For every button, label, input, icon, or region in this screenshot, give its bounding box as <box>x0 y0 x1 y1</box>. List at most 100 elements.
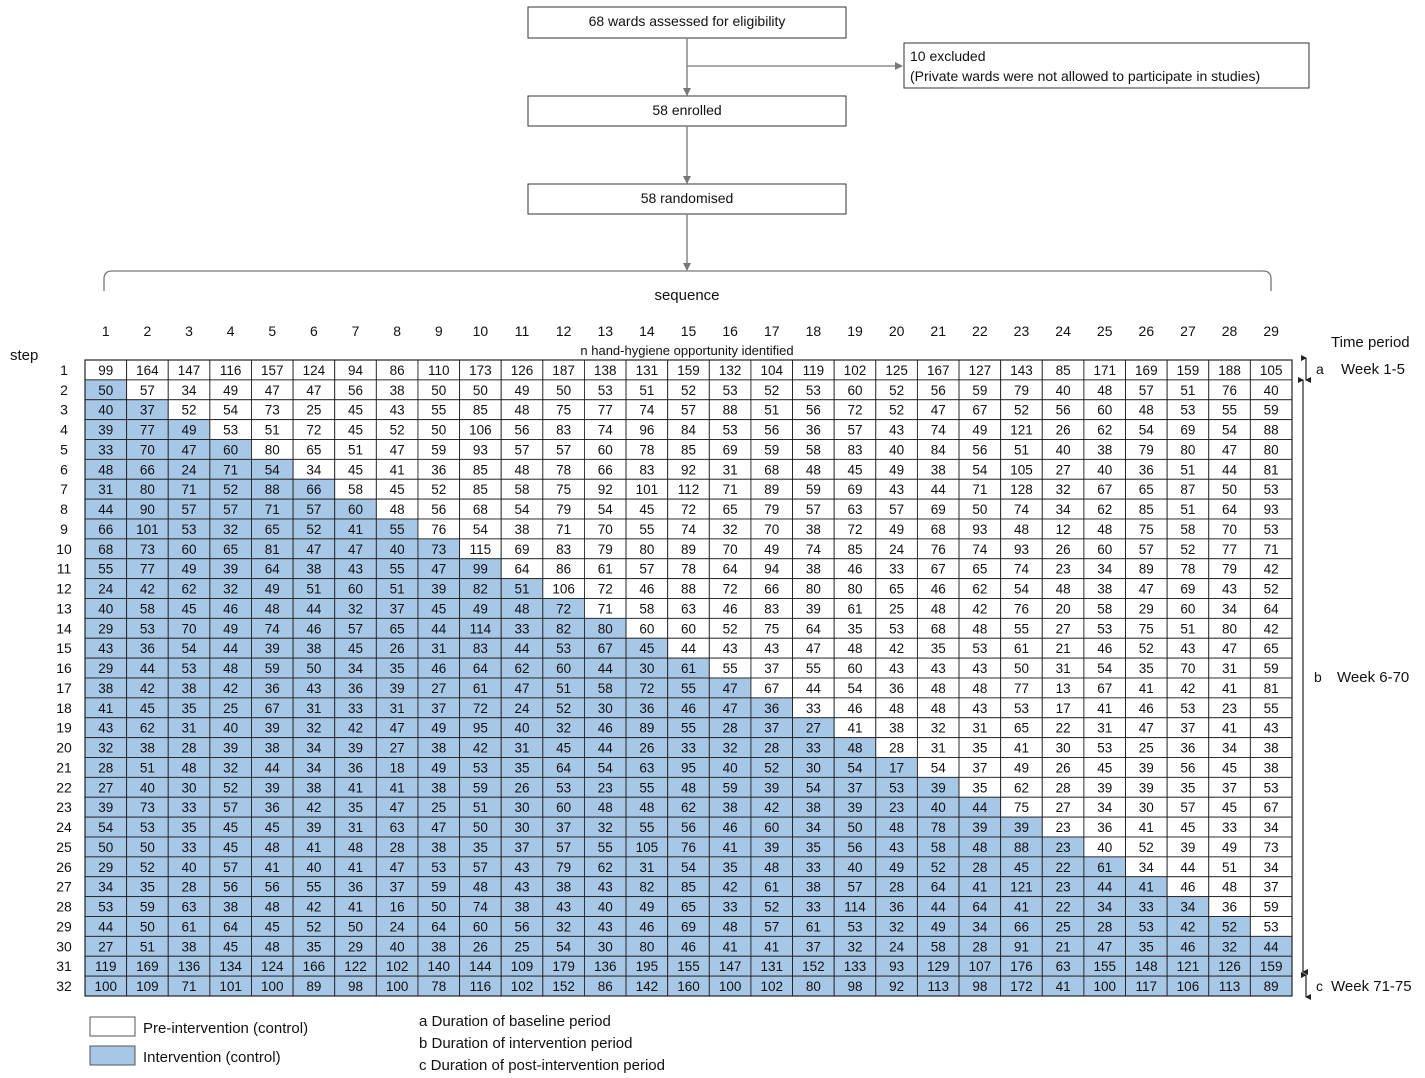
cell-value: 57 <box>639 562 654 577</box>
cell-value: 53 <box>1264 482 1279 497</box>
cell-value: 27 <box>98 780 113 795</box>
step-number: 20 <box>56 740 72 756</box>
cell-value: 28 <box>98 760 113 775</box>
cell-value: 52 <box>723 621 738 636</box>
cell-value: 53 <box>889 780 904 795</box>
cell-value: 64 <box>265 562 281 577</box>
cell-value: 50 <box>972 502 987 517</box>
sequence-number: 3 <box>185 323 193 339</box>
cell-value: 57 <box>1139 383 1154 398</box>
cell-value: 35 <box>348 800 363 815</box>
cell-value: 69 <box>847 482 862 497</box>
cell-value: 53 <box>723 423 738 438</box>
cell-value: 45 <box>1014 860 1029 875</box>
cell-value: 45 <box>140 701 155 716</box>
cell-value: 48 <box>348 840 363 855</box>
cell-value: 71 <box>223 462 238 477</box>
cell-value: 49 <box>223 621 238 636</box>
cell-value: 34 <box>1264 820 1280 835</box>
cell-value: 89 <box>1264 979 1279 994</box>
cell-value: 80 <box>806 582 821 597</box>
cell-value: 74 <box>972 542 988 557</box>
period-b-letter: b <box>1314 669 1322 685</box>
cell-value: 51 <box>556 681 571 696</box>
cell-value: 126 <box>511 363 534 378</box>
cell-value: 98 <box>847 979 862 994</box>
cell-value: 52 <box>1139 641 1154 656</box>
cell-value: 106 <box>1177 979 1200 994</box>
cell-value: 72 <box>639 681 654 696</box>
cell-value: 65 <box>306 442 321 457</box>
cell-value: 28 <box>723 721 738 736</box>
cell-value: 46 <box>598 721 613 736</box>
cell-value: 46 <box>431 661 446 676</box>
cell-value: 85 <box>473 482 488 497</box>
cell-value: 136 <box>594 959 617 974</box>
cell-value: 56 <box>847 840 862 855</box>
cell-value: 110 <box>428 363 450 378</box>
cell-value: 60 <box>681 621 696 636</box>
cell-value: 133 <box>844 959 867 974</box>
cell-value: 48 <box>806 462 821 477</box>
cell-value: 45 <box>223 939 238 954</box>
cell-value: 64 <box>723 562 739 577</box>
cell-value: 64 <box>1264 601 1280 616</box>
cell-value: 48 <box>515 462 530 477</box>
step-number: 32 <box>56 978 72 994</box>
cell-value: 50 <box>98 840 113 855</box>
cell-value: 95 <box>473 721 488 736</box>
cell-value: 28 <box>1097 919 1112 934</box>
step-number: 8 <box>60 501 68 517</box>
cell-value: 59 <box>1264 403 1279 418</box>
sequence-number: 21 <box>930 323 946 339</box>
cell-value: 25 <box>1139 741 1154 756</box>
cell-value: 28 <box>1056 780 1071 795</box>
cell-value: 31 <box>348 820 363 835</box>
cell-value: 41 <box>1056 979 1071 994</box>
cell-value: 53 <box>972 641 987 656</box>
time-period-label: Time period <box>1331 334 1410 351</box>
cell-value: 59 <box>431 442 446 457</box>
table-border <box>84 359 1293 997</box>
cell-value: 35 <box>182 701 197 716</box>
cell-value: 105 <box>1260 363 1283 378</box>
cell-value: 96 <box>639 423 654 438</box>
cell-value: 53 <box>223 423 238 438</box>
cell-value: 27 <box>1056 462 1071 477</box>
cell-value: 48 <box>723 919 738 934</box>
cell-value: 41 <box>1139 880 1154 895</box>
cell-value: 33 <box>1139 900 1154 915</box>
sequence-number: 18 <box>806 323 822 339</box>
cell-value: 65 <box>265 522 280 537</box>
cell-value: 79 <box>1014 383 1029 398</box>
cell-value: 126 <box>1218 959 1241 974</box>
cell-value: 26 <box>515 780 530 795</box>
cell-value: 159 <box>677 363 700 378</box>
cell-value: 24 <box>515 701 531 716</box>
cell-value: 30 <box>806 760 821 775</box>
cell-value: 38 <box>306 641 321 656</box>
cell-value: 99 <box>473 562 488 577</box>
cell-value: 138 <box>594 363 617 378</box>
cell-value: 124 <box>303 363 326 378</box>
cell-value: 52 <box>431 482 446 497</box>
cell-value: 39 <box>806 601 821 616</box>
cell-value: 41 <box>723 840 738 855</box>
cell-value: 85 <box>473 403 488 418</box>
cell-value: 70 <box>1180 661 1195 676</box>
cell-value: 48 <box>265 900 280 915</box>
cell-value: 58 <box>1097 601 1112 616</box>
cell-value: 88 <box>1014 840 1029 855</box>
cell-value: 55 <box>598 840 613 855</box>
cell-value: 58 <box>639 601 654 616</box>
cell-value: 55 <box>681 681 696 696</box>
sequence-number: 27 <box>1180 323 1196 339</box>
cell-value: 51 <box>1222 860 1237 875</box>
cell-value: 32 <box>931 721 946 736</box>
cell-value: 60 <box>473 919 488 934</box>
cell-value: 67 <box>972 403 987 418</box>
cell-value: 21 <box>1056 939 1071 954</box>
cell-value: 57 <box>847 423 862 438</box>
step-number: 4 <box>60 422 68 438</box>
cell-value: 169 <box>136 959 159 974</box>
